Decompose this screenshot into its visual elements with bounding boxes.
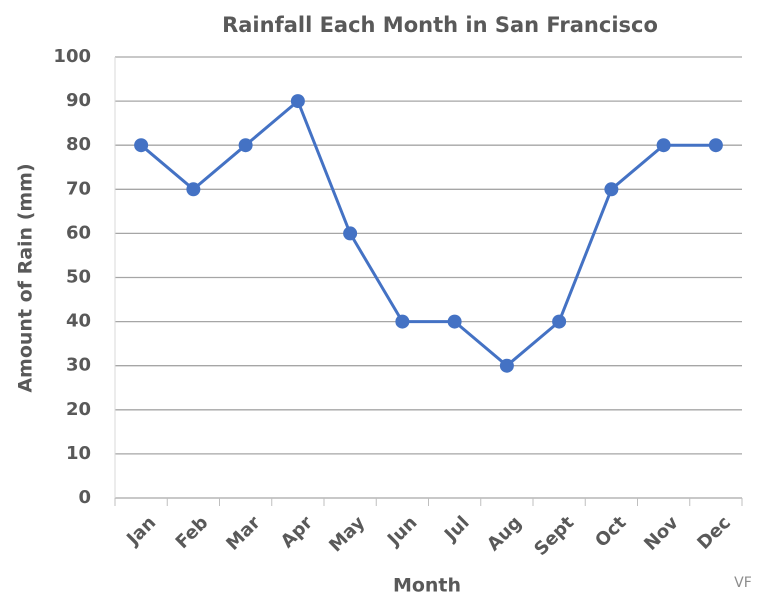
y-axis-title: Amount of Rain (mm) (15, 163, 37, 392)
x-tick-label: Jan (122, 512, 161, 551)
y-tick-label: 50 (66, 267, 91, 288)
y-tick-label: 0 (78, 487, 91, 508)
marker (343, 226, 358, 241)
x-tick-label: May (325, 512, 369, 556)
x-axis-title: Month (393, 575, 461, 597)
line (140, 98, 716, 368)
marker (656, 138, 671, 153)
y-tick-label: 60 (66, 222, 91, 243)
x-tick-label: Nov (640, 512, 683, 555)
marker (447, 314, 462, 329)
y-tick-label: 70 (66, 178, 91, 199)
chart-title: Rainfall Each Month in San Francisco (222, 13, 658, 37)
x-tick-label: Apr (277, 512, 317, 552)
y-tick-label: 10 (66, 443, 91, 464)
marker (604, 182, 619, 197)
annotation: VF (734, 575, 752, 591)
marker (238, 138, 253, 153)
marker (134, 138, 149, 153)
x-tick-label: Oct (591, 512, 631, 552)
marker (395, 314, 410, 329)
marker (290, 94, 305, 109)
x-tick-label: Aug (483, 512, 526, 555)
y-tick-label: 80 (66, 134, 91, 155)
marker (708, 138, 723, 153)
x-tick-label: Jun (382, 512, 421, 551)
x-tick-label: Jul (439, 512, 473, 546)
y-tick-label: 100 (53, 46, 91, 67)
y-tick-label: 30 (66, 355, 91, 376)
marker (186, 182, 201, 197)
y-tick-label: 20 (66, 399, 91, 420)
y-tick-label: 40 (66, 311, 91, 332)
y-tick-label: 90 (66, 90, 91, 111)
x-tick-label: Feb (172, 512, 213, 553)
x-tick-label: Dec (693, 512, 735, 554)
x-tick-label: Sept (530, 512, 578, 560)
x-tick-label: Mar (222, 512, 264, 554)
marker (499, 358, 514, 373)
marker (552, 314, 567, 329)
